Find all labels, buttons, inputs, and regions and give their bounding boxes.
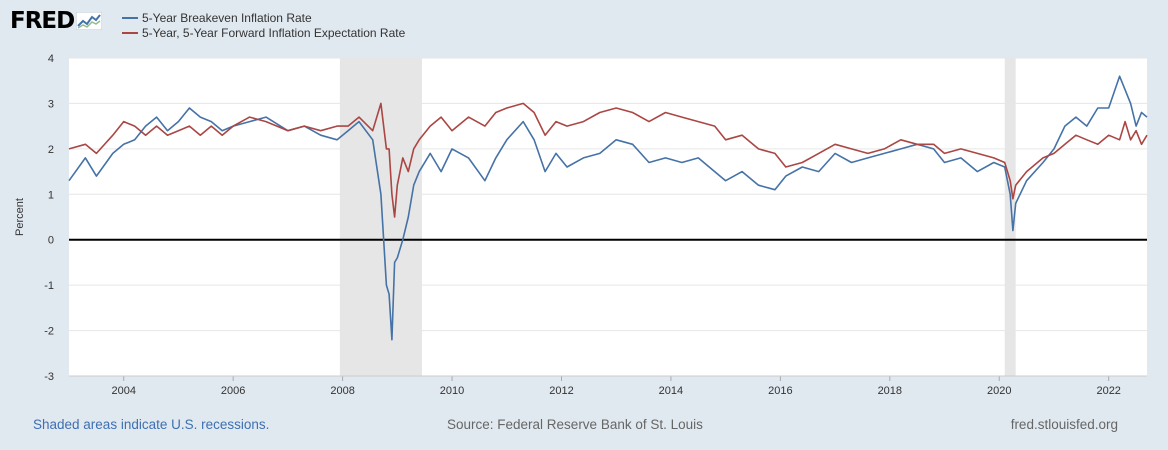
x-tick-label: 2008 [330, 385, 354, 397]
y-tick-label: 4 [48, 53, 54, 65]
legend-label-breakeven: 5-Year Breakeven Inflation Rate [142, 10, 312, 25]
source-text: Source: Federal Reserve Bank of St. Loui… [447, 417, 703, 432]
legend-swatch-breakeven [122, 16, 138, 19]
fred-logo[interactable]: FRED [10, 8, 103, 34]
y-tick-label: -1 [44, 280, 54, 292]
y-tick-label: -2 [44, 326, 54, 338]
x-tick-label: 2004 [111, 385, 135, 397]
series-line-breakeven[interactable] [68, 75, 1148, 341]
x-tick-label: 2014 [659, 385, 683, 397]
y-tick-label: 3 [48, 98, 54, 110]
y-tick-label: 2 [48, 144, 54, 156]
x-tick-label: 2020 [987, 385, 1011, 397]
y-tick-label: 1 [48, 189, 54, 201]
y-tick-label: -3 [44, 371, 54, 383]
y-axis-label: Percent [14, 198, 26, 236]
x-tick-label: 2010 [440, 385, 464, 397]
fred-logo-text: FRED [10, 8, 75, 34]
x-tick-label: 2022 [1096, 385, 1120, 397]
chart-legend: 5-Year Breakeven Inflation Rate 5-Year, … [122, 10, 405, 40]
y-tick-label: 0 [48, 235, 54, 247]
recession-note: Shaded areas indicate U.S. recessions. [33, 417, 270, 432]
x-tick-label: 2018 [878, 385, 902, 397]
legend-swatch-forward [122, 31, 138, 34]
x-tick-label: 2016 [768, 385, 792, 397]
fred-chart-icon [76, 12, 103, 30]
plot-area [69, 58, 1147, 376]
x-tick-label: 2006 [221, 385, 245, 397]
recession-band-1 [1004, 58, 1016, 376]
chart-footer: Shaded areas indicate U.S. recessions. S… [0, 415, 1168, 435]
legend-item-breakeven[interactable]: 5-Year Breakeven Inflation Rate [122, 10, 405, 25]
legend-item-forward[interactable]: 5-Year, 5-Year Forward Inflation Expecta… [122, 25, 405, 40]
series-line-forward[interactable] [68, 102, 1148, 218]
x-tick-label: 2012 [549, 385, 573, 397]
site-link[interactable]: fred.stlouisfed.org [1010, 417, 1118, 432]
legend-label-forward: 5-Year, 5-Year Forward Inflation Expecta… [142, 25, 406, 40]
chart-header: FRED 5-Year Breakeven Inflation Rate 5-Y… [0, 0, 1168, 56]
line-chart[interactable]: 4 3 2 1 0 -1 -2 -3 2004 2006 2008 2010 2012 2014 2016 2… [0, 0, 1168, 410]
